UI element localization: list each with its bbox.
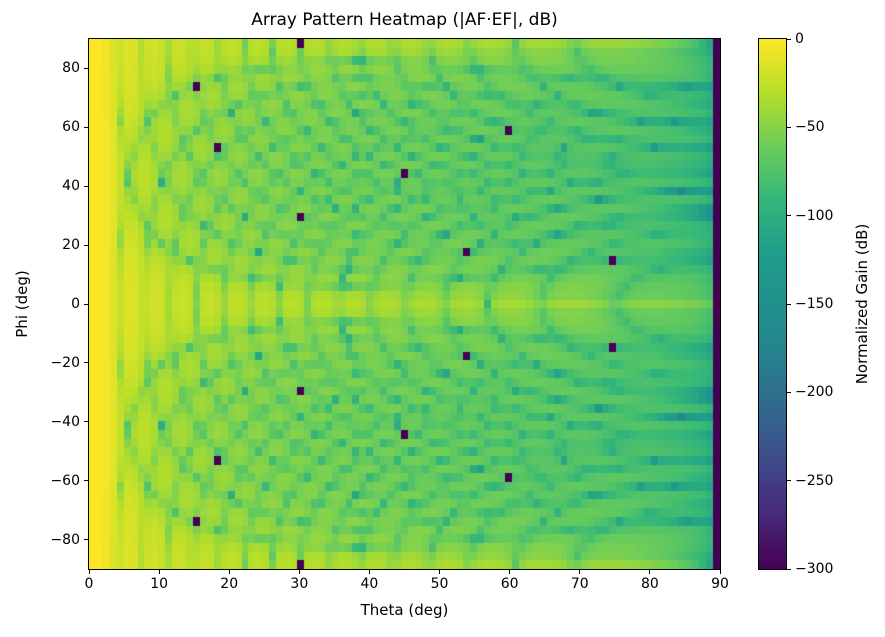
y-tick-label: 60 bbox=[62, 119, 80, 136]
x-tick-label: 40 bbox=[360, 576, 379, 592]
colorbar-tick-mark bbox=[787, 215, 791, 217]
x-tick-label: 50 bbox=[430, 576, 449, 592]
colorbar-tick-label: −100 bbox=[795, 207, 834, 224]
x-tick-mark bbox=[298, 570, 300, 574]
x-tick-label: 20 bbox=[220, 576, 239, 592]
y-tick-mark bbox=[84, 126, 88, 128]
colorbar-tick-mark bbox=[787, 126, 791, 128]
x-tick-label: 10 bbox=[150, 576, 169, 592]
chart-title: Array Pattern Heatmap (|AF·EF|, dB) bbox=[251, 10, 558, 30]
x-tick-mark bbox=[719, 570, 721, 574]
y-tick-label: 0 bbox=[71, 296, 80, 312]
y-tick-mark bbox=[84, 421, 88, 423]
y-tick-label: 40 bbox=[62, 178, 80, 195]
x-tick-label: 70 bbox=[570, 576, 589, 592]
x-tick-mark bbox=[88, 570, 90, 574]
y-tick-label: −80 bbox=[50, 531, 80, 548]
x-tick-label: 30 bbox=[290, 576, 309, 592]
y-tick-mark bbox=[84, 303, 88, 305]
x-tick-label: 60 bbox=[500, 576, 519, 592]
x-tick-mark bbox=[439, 570, 441, 574]
colorbar-label: Normalized Gain (dB) bbox=[853, 223, 871, 385]
x-axis-label: Theta (deg) bbox=[360, 601, 449, 619]
colorbar-tick-mark bbox=[787, 303, 791, 305]
x-tick-label: 80 bbox=[640, 576, 659, 592]
colorbar-tick-label: 0 bbox=[795, 31, 804, 47]
y-tick-label: −20 bbox=[50, 354, 80, 371]
x-tick-mark bbox=[158, 570, 160, 574]
colorbar-tick-mark bbox=[787, 480, 791, 482]
colorbar-tick-mark bbox=[787, 38, 791, 40]
y-tick-label: −60 bbox=[50, 472, 80, 489]
x-tick-mark bbox=[368, 570, 370, 574]
x-tick-mark bbox=[228, 570, 230, 574]
y-tick-mark bbox=[84, 362, 88, 364]
colorbar-tick-mark bbox=[787, 568, 791, 570]
y-tick-mark bbox=[84, 539, 88, 541]
y-tick-mark bbox=[84, 480, 88, 482]
y-tick-label: 20 bbox=[62, 237, 80, 254]
x-tick-mark bbox=[579, 570, 581, 574]
x-tick-mark bbox=[649, 570, 651, 574]
y-tick-label: −40 bbox=[50, 413, 80, 430]
colorbar-tick-label: −250 bbox=[795, 472, 834, 489]
y-tick-mark bbox=[84, 244, 88, 246]
colorbar-tick-label: −50 bbox=[795, 119, 825, 136]
x-tick-label: 0 bbox=[84, 576, 94, 592]
y-tick-mark bbox=[84, 185, 88, 187]
y-tick-mark bbox=[84, 67, 88, 69]
x-tick-mark bbox=[509, 570, 511, 574]
y-axis-label: Phi (deg) bbox=[13, 270, 31, 338]
y-tick-label: 80 bbox=[62, 60, 80, 77]
colorbar-tick-label: −200 bbox=[795, 384, 834, 401]
colorbar-tick-mark bbox=[787, 391, 791, 393]
colorbar-tick-label: −300 bbox=[795, 561, 834, 577]
heatmap-image bbox=[88, 38, 721, 570]
colorbar-gradient bbox=[758, 38, 787, 570]
colorbar-tick-label: −150 bbox=[795, 296, 834, 312]
x-tick-label: 90 bbox=[711, 576, 729, 592]
